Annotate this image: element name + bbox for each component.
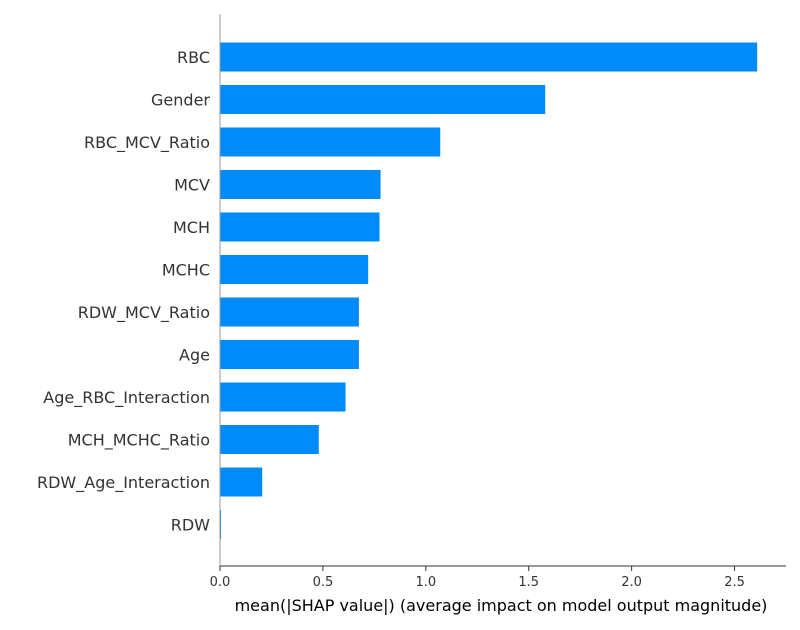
category-label: RDW_Age_Interaction (37, 473, 210, 493)
bar-mch-mchc-ratio (220, 425, 319, 454)
bar-age (220, 340, 359, 369)
category-label: Gender (151, 91, 210, 110)
bar-rdw-age-interaction (220, 467, 263, 497)
bar-mch (220, 212, 380, 242)
category-label: MCH_MCHC_Ratio (68, 431, 210, 451)
bar-gender (220, 85, 546, 114)
bar-rbc (220, 42, 758, 72)
category-label: Age (179, 346, 210, 365)
category-label: RBC_MCV_Ratio (84, 133, 210, 153)
x-axis-title: mean(|SHAP value|) (average impact on mo… (235, 596, 768, 615)
category-label: MCH (173, 218, 210, 237)
x-tick-label: 2.0 (621, 575, 642, 590)
x-tick-label: 0.0 (210, 575, 231, 590)
category-label: MCV (174, 176, 210, 195)
bar-rdw-mcv-ratio (220, 297, 359, 327)
bar-rbc-mcv-ratio (220, 127, 441, 157)
bar-mcv (220, 170, 381, 199)
category-label: RBC (177, 48, 210, 67)
bars-group (220, 42, 758, 539)
category-label: Age_RBC_Interaction (43, 388, 210, 408)
x-ticks-group: 0.0 0.5 1.0 1.5 2.0 2.5 (210, 566, 745, 590)
bar-age-rbc-interaction (220, 382, 346, 412)
bar-rdw (220, 510, 222, 539)
category-label: MCHC (162, 261, 210, 280)
x-tick-label: 1.0 (415, 575, 436, 590)
bar-mchc (220, 255, 369, 284)
category-label: RDW_MCV_Ratio (78, 303, 210, 323)
x-tick-label: 1.5 (518, 575, 539, 590)
x-tick-label: 0.5 (313, 575, 334, 590)
category-labels: RBC Gender RBC_MCV_Ratio MCV MCH MCHC RDW_MCV_… (37, 48, 210, 535)
x-tick-label: 2.5 (724, 575, 745, 590)
category-label: RDW (171, 516, 210, 535)
